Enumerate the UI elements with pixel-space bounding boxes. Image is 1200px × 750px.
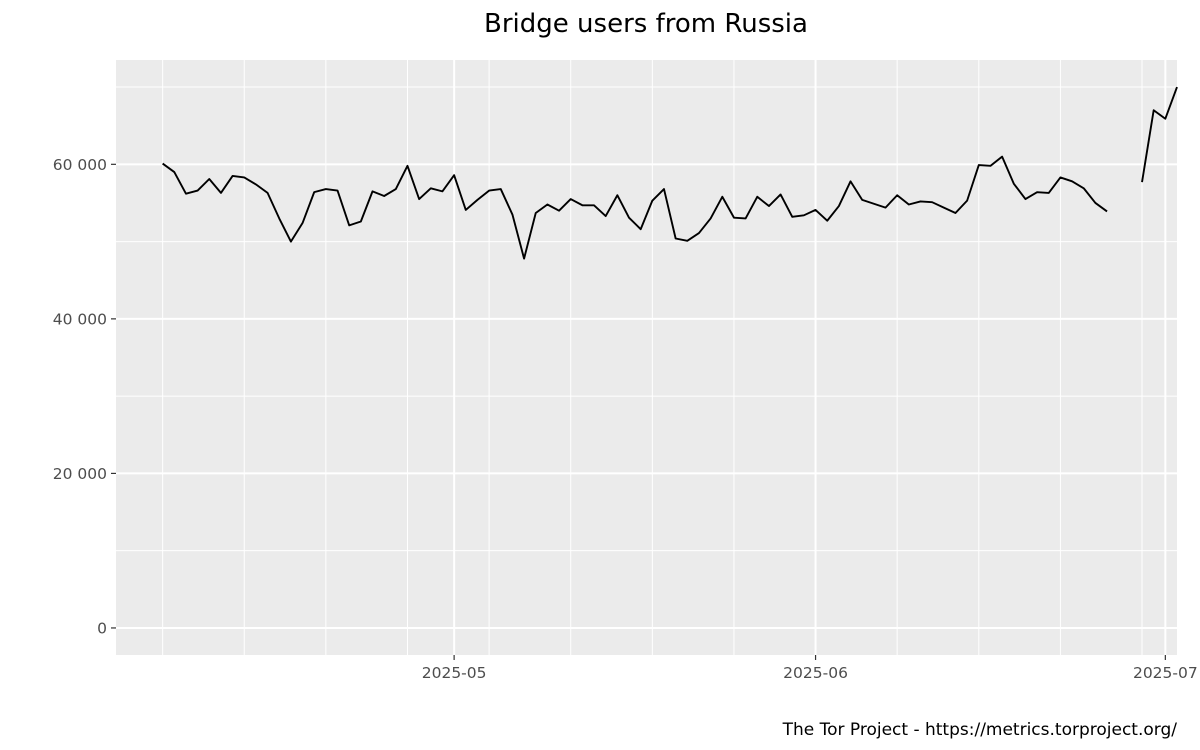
chart-title: Bridge users from Russia: [484, 9, 808, 39]
y-tick-label: 60 000: [53, 156, 107, 174]
y-tick-label: 0: [97, 619, 107, 637]
y-tick-label: 20 000: [53, 465, 107, 483]
x-tick-label: 2025-07: [1133, 664, 1198, 682]
series-layer: [162, 86, 1178, 260]
series-line-segment: [1141, 86, 1178, 183]
chart-caption: The Tor Project - https://metrics.torpro…: [782, 720, 1178, 740]
x-tick-label: 2025-05: [422, 664, 487, 682]
axes: 0 20 000 40 000 60 000 2025-05 2025-06 2025-07: [53, 156, 1198, 682]
series-line-segment: [162, 155, 1108, 260]
plot-panel: [116, 60, 1177, 655]
y-tick-label: 40 000: [53, 310, 107, 328]
major-gridlines: [116, 60, 1177, 655]
x-tick-label: 2025-06: [783, 664, 848, 682]
